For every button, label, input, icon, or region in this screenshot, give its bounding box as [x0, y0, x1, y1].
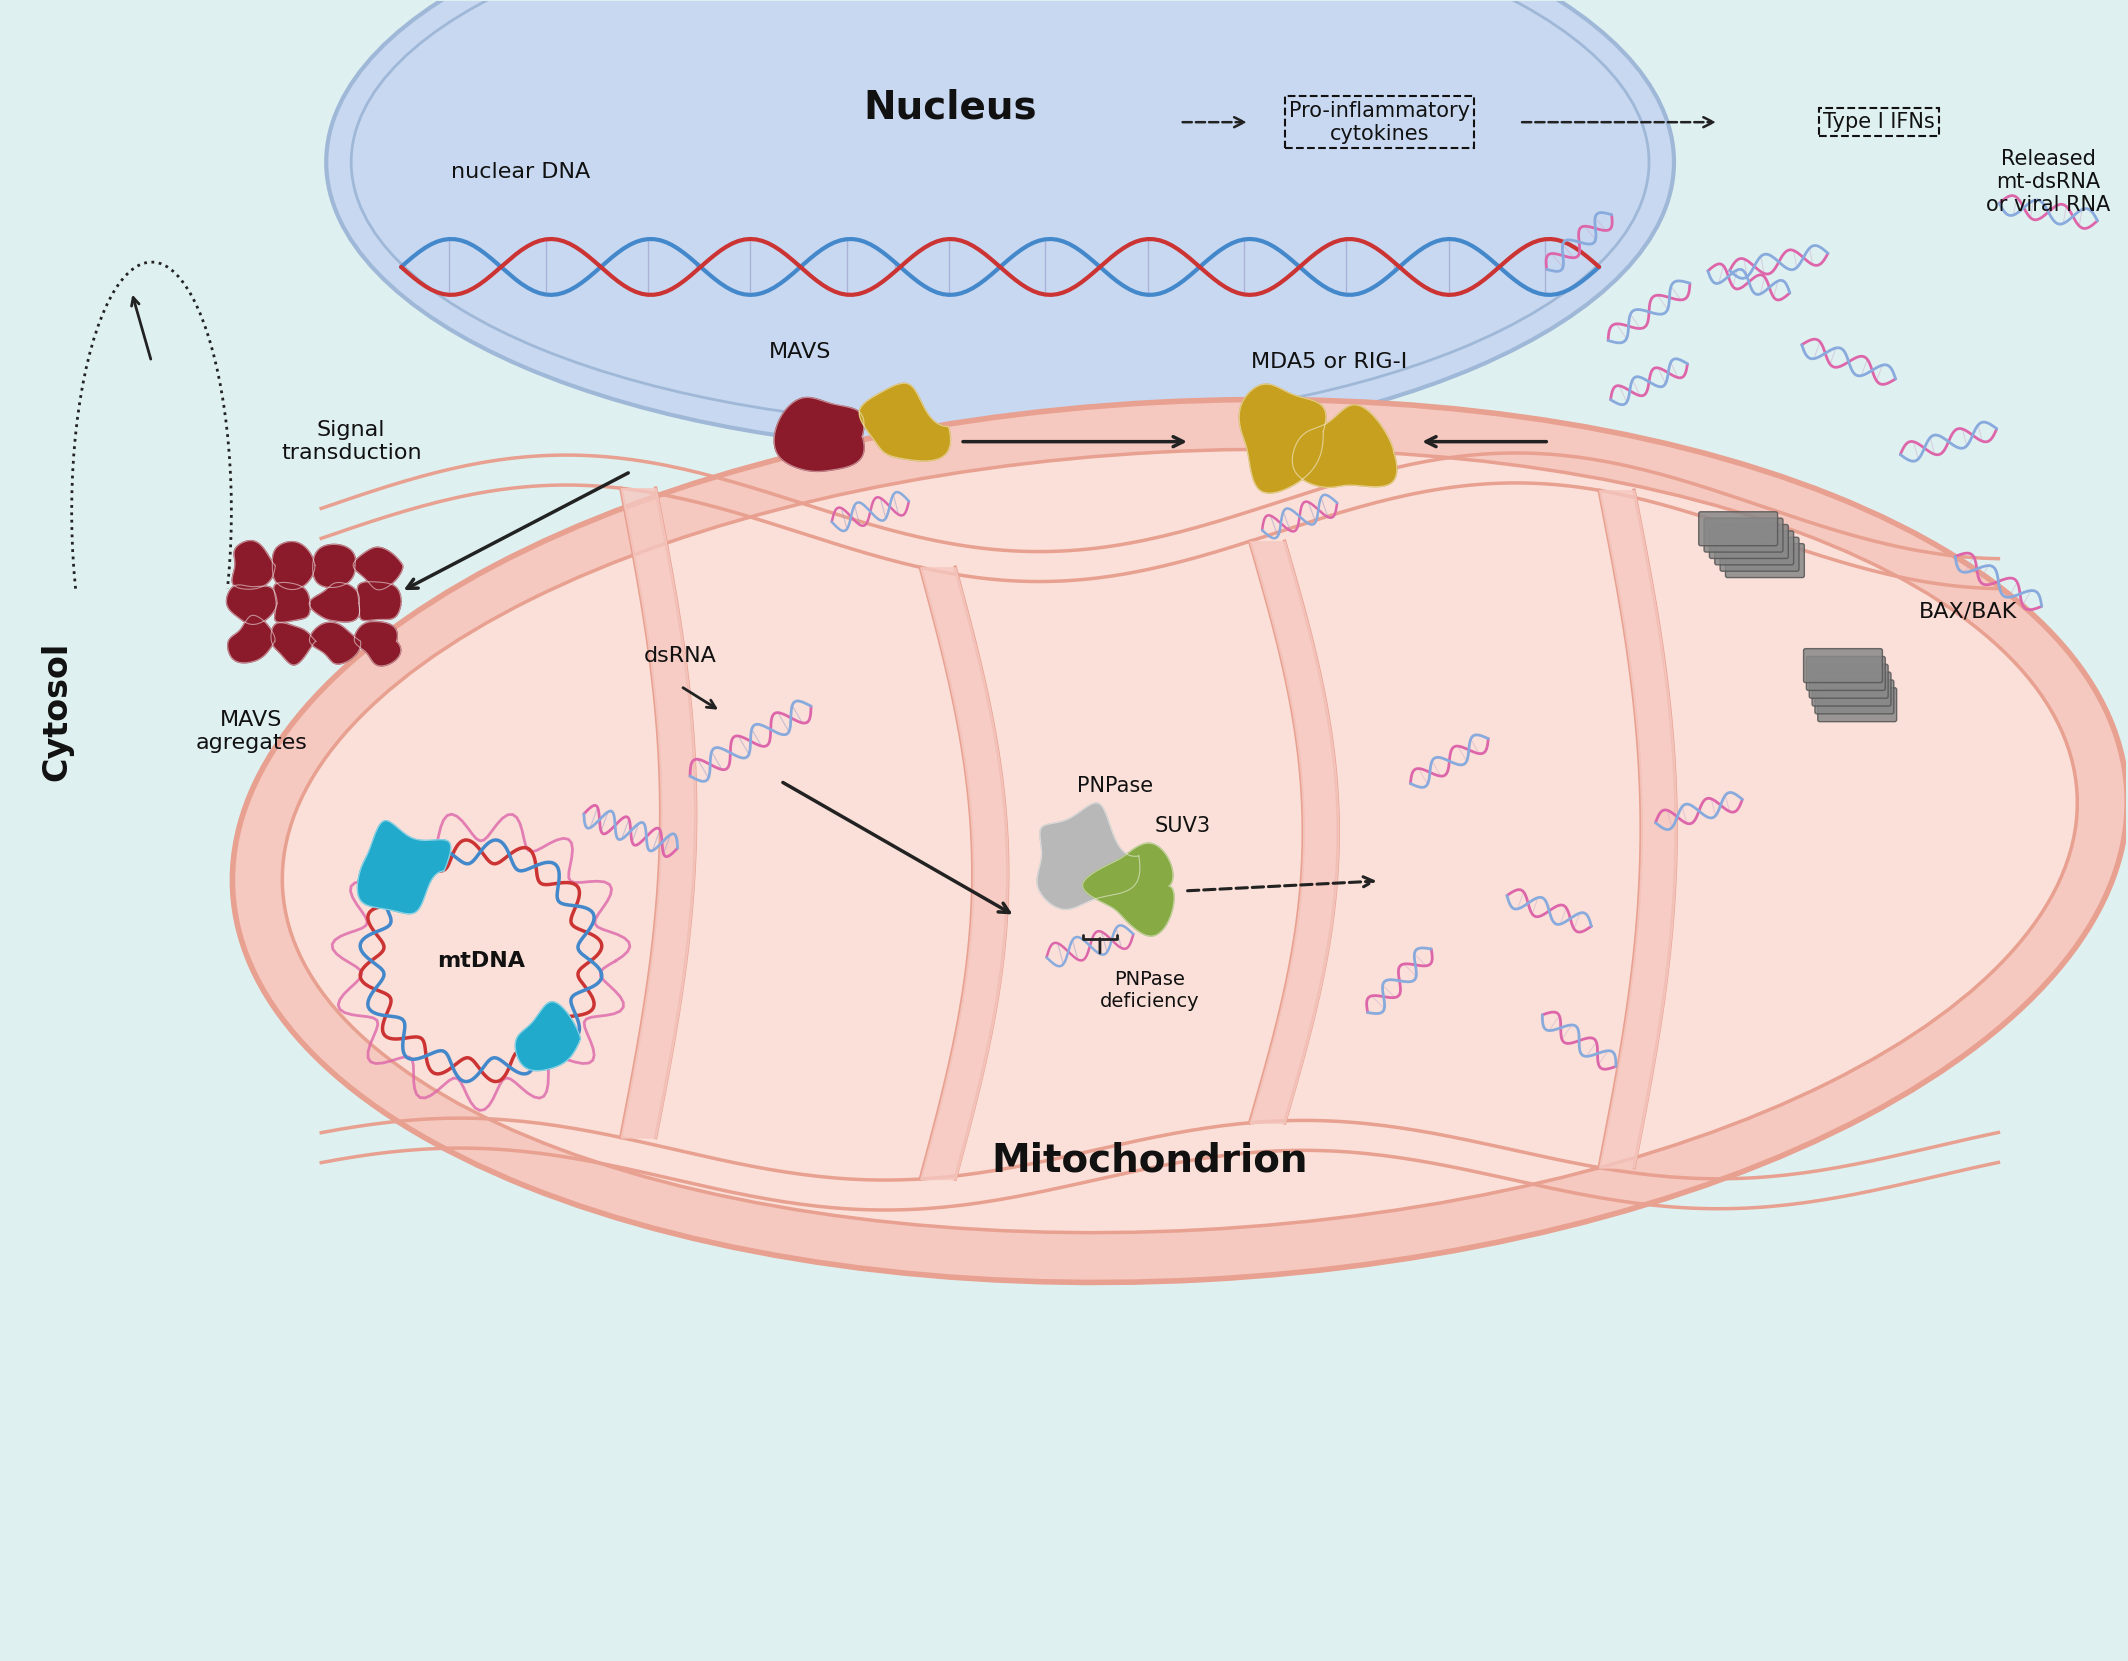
FancyBboxPatch shape — [1705, 518, 1783, 551]
Text: PNPase: PNPase — [1077, 776, 1153, 796]
Text: Signal
transduction: Signal transduction — [281, 420, 421, 463]
Polygon shape — [353, 546, 402, 590]
FancyBboxPatch shape — [1813, 673, 1892, 706]
Text: Released
mt-dsRNA
or viral RNA: Released mt-dsRNA or viral RNA — [1985, 149, 2111, 216]
Text: Nucleus: Nucleus — [864, 88, 1036, 126]
FancyBboxPatch shape — [1698, 512, 1777, 546]
Polygon shape — [1238, 384, 1326, 493]
Polygon shape — [358, 821, 451, 914]
Polygon shape — [226, 585, 277, 625]
Text: Pro-inflammatory
cytokines: Pro-inflammatory cytokines — [1290, 101, 1470, 145]
FancyBboxPatch shape — [1719, 537, 1798, 571]
Polygon shape — [275, 583, 311, 623]
Ellipse shape — [232, 400, 2128, 1282]
Text: Type I IFNs: Type I IFNs — [1824, 113, 1934, 133]
Text: MAVS: MAVS — [768, 342, 832, 362]
FancyBboxPatch shape — [1817, 688, 1896, 721]
Ellipse shape — [283, 450, 2077, 1232]
FancyBboxPatch shape — [1709, 525, 1788, 558]
Text: MAVS
agregates: MAVS agregates — [196, 709, 306, 752]
Polygon shape — [1083, 844, 1175, 937]
Polygon shape — [353, 621, 400, 666]
Polygon shape — [232, 540, 275, 590]
Polygon shape — [860, 384, 951, 462]
Polygon shape — [1292, 405, 1396, 487]
Polygon shape — [515, 1002, 581, 1071]
Text: Cytosol: Cytosol — [40, 641, 72, 781]
FancyBboxPatch shape — [1807, 656, 1885, 691]
Text: dsRNA: dsRNA — [645, 646, 717, 666]
Text: MDA5 or RIG-I: MDA5 or RIG-I — [1251, 352, 1409, 372]
FancyBboxPatch shape — [1809, 664, 1888, 698]
FancyBboxPatch shape — [1805, 649, 1883, 683]
FancyBboxPatch shape — [1815, 679, 1894, 714]
Polygon shape — [309, 623, 362, 664]
Text: SUV3: SUV3 — [1156, 816, 1211, 835]
Polygon shape — [272, 541, 315, 590]
Text: BAX/BAK: BAX/BAK — [1919, 601, 2017, 621]
Ellipse shape — [332, 510, 2028, 1213]
Text: mtDNA: mtDNA — [436, 950, 526, 970]
Polygon shape — [309, 583, 360, 621]
Polygon shape — [1036, 802, 1141, 909]
FancyBboxPatch shape — [1726, 543, 1805, 578]
Polygon shape — [313, 545, 355, 588]
Text: Mitochondrion: Mitochondrion — [992, 1141, 1309, 1179]
Text: nuclear DNA: nuclear DNA — [451, 163, 592, 183]
Text: PNPase
deficiency: PNPase deficiency — [1100, 970, 1200, 1012]
Polygon shape — [270, 623, 315, 664]
Polygon shape — [228, 615, 275, 663]
Ellipse shape — [326, 0, 1675, 452]
Polygon shape — [775, 397, 864, 472]
FancyBboxPatch shape — [1715, 532, 1794, 565]
Polygon shape — [358, 581, 402, 621]
